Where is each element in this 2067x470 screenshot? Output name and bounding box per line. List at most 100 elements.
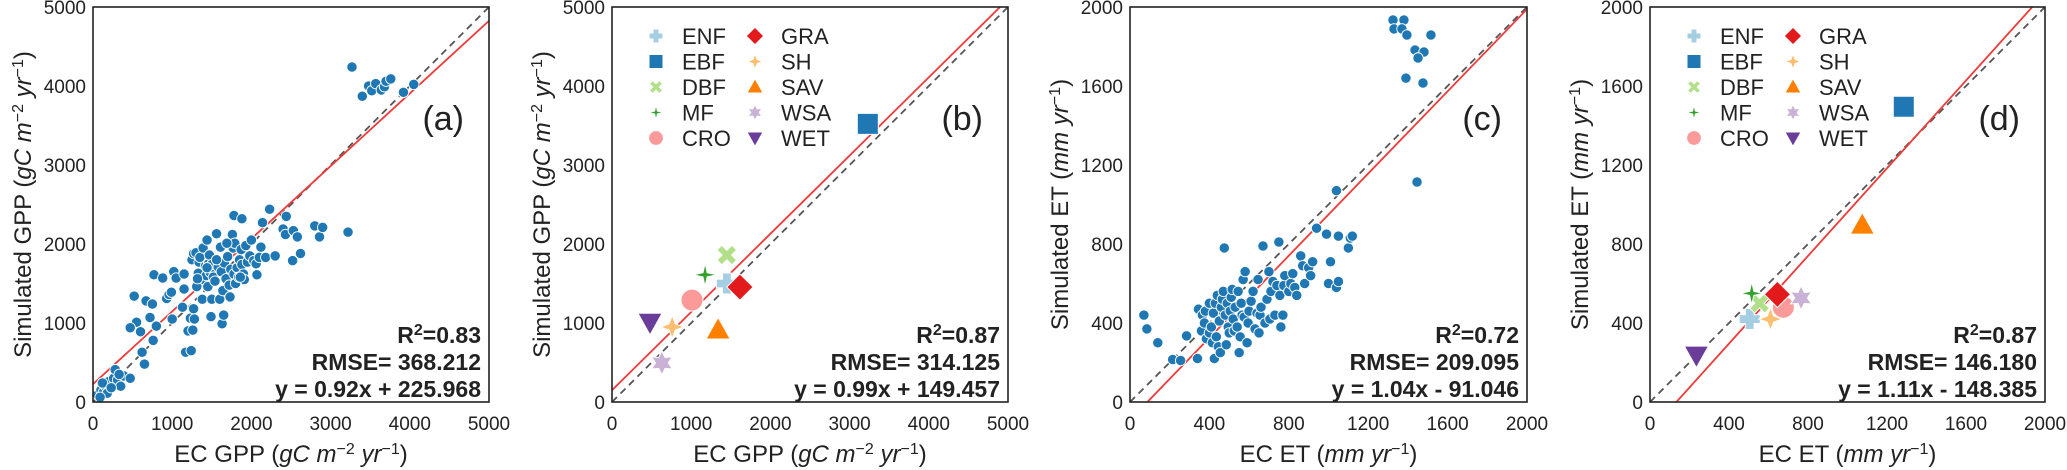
- data-point: [1332, 275, 1345, 288]
- legend-item-wet: WET: [1784, 126, 1868, 151]
- data-point: [205, 311, 217, 323]
- rmse-stat: RMSE= 314.125: [831, 349, 1001, 375]
- data-point-wsa: [650, 349, 674, 377]
- data-point: [210, 228, 223, 240]
- data-point-enf: [715, 272, 738, 295]
- y-tick-label: 1200: [1081, 156, 1123, 177]
- r2-stat: R2=0.87: [1953, 322, 2037, 349]
- data-point: [113, 368, 125, 380]
- data-point: [1401, 29, 1413, 41]
- legend-label: ENF: [1720, 24, 1764, 49]
- legend-marker-wet: [746, 131, 764, 148]
- legend-item-sh: SH: [745, 50, 812, 75]
- legend-item-dbf: DBF: [648, 75, 726, 100]
- legend-label: GRA: [781, 24, 829, 49]
- x-tick-label: 800: [1273, 414, 1305, 435]
- y-tick-label: 1600: [1601, 77, 1643, 98]
- plot-area: [1650, 7, 2045, 402]
- data-point: [1324, 256, 1337, 268]
- data-point-mf: [693, 263, 717, 287]
- legend-marker-enf: [1686, 28, 1702, 44]
- data-point: [124, 372, 136, 384]
- y-axis-label: Simulated GPP (gC m−2 yr−1): [529, 51, 557, 358]
- legend-marker-gra: [1783, 26, 1803, 46]
- data-point: [1241, 337, 1253, 349]
- x-tick-label: 1200: [1347, 414, 1389, 435]
- data-point: [1263, 265, 1275, 278]
- data-point-sh: [659, 313, 686, 340]
- panel-label: (c): [1462, 100, 1502, 138]
- data-point: [1295, 250, 1307, 262]
- data-point: [138, 358, 151, 370]
- data-point: [134, 326, 147, 338]
- data-point: [115, 380, 127, 392]
- r2-stat: R2=0.83: [397, 322, 481, 349]
- x-axis-label: EC GPP (gC m−2 yr−1): [693, 441, 926, 469]
- data-point: [128, 290, 140, 302]
- data-point: [1220, 339, 1232, 351]
- x-tick-label: 0: [88, 414, 99, 435]
- data-point: [397, 86, 410, 98]
- legend-item-wsa: WSA: [747, 101, 831, 126]
- x-tick-label: 2000: [230, 414, 272, 435]
- data-point: [124, 322, 136, 334]
- legend-item-gra: GRA: [1783, 24, 1867, 49]
- data-point-sh: [1757, 306, 1784, 333]
- legend-marker-enf: [648, 28, 664, 44]
- data-point: [209, 275, 221, 287]
- y-tick-label: 0: [75, 393, 86, 414]
- y-tick-label: 1000: [563, 314, 605, 335]
- data-point: [146, 298, 159, 310]
- data-point: [286, 254, 299, 267]
- data-point: [236, 213, 248, 225]
- x-tick-label: 1600: [1945, 414, 1987, 435]
- data-point: [224, 291, 236, 303]
- legend-label: MF: [1720, 101, 1752, 126]
- legend-marker-mf: [1686, 104, 1702, 121]
- legend-marker-ebf: [648, 54, 664, 69]
- legend-marker-sav: [746, 77, 764, 94]
- legend-label: SH: [781, 50, 812, 75]
- y-tick-label: 2000: [1081, 0, 1123, 19]
- legend-item-sav: SAV: [746, 75, 824, 100]
- y-tick-label: 800: [1611, 235, 1643, 256]
- panel-a: 0 1000 2000 3000 4000 5000 0 1000 2000 3000 4000 50…: [10, 0, 511, 468]
- y-tick-label: 1000: [44, 314, 86, 335]
- legend-marker-gra: [745, 26, 765, 46]
- data-point-dbf: [716, 244, 738, 266]
- legend-marker-dbf: [648, 79, 664, 95]
- data-point: [1252, 273, 1264, 286]
- data-point: [1306, 256, 1319, 268]
- panel-label: (b): [941, 100, 983, 138]
- y-tick-label: 1200: [1601, 156, 1643, 177]
- x-tick-label: 2000: [1506, 414, 1548, 435]
- one-to-one-line: [93, 7, 489, 402]
- data-point: [1232, 285, 1244, 298]
- legend-label: EBF: [1720, 50, 1763, 75]
- data-point: [147, 334, 159, 347]
- data-point: [157, 272, 169, 284]
- legend-label: DBF: [1720, 75, 1764, 100]
- data-point: [1320, 228, 1333, 240]
- x-tick-label: 1000: [670, 414, 712, 435]
- regression-line: [1675, 7, 2034, 402]
- panel-label: (d): [1978, 100, 2020, 138]
- data-point: [187, 303, 200, 315]
- data-point: [185, 344, 197, 357]
- x-tick-label: 400: [1713, 414, 1745, 435]
- data-point: [1400, 72, 1412, 84]
- x-tick-label: 2000: [2024, 414, 2066, 435]
- data-point: [385, 73, 397, 85]
- data-point: [1231, 321, 1243, 333]
- x-tick-label: 3000: [309, 414, 351, 435]
- data-point: [1235, 297, 1247, 309]
- legend-label: CRO: [1720, 126, 1769, 151]
- legend-item-enf: ENF: [1686, 24, 1764, 49]
- legend-marker-wsa: [747, 103, 763, 122]
- data-point: [150, 320, 163, 332]
- legend-label: WET: [781, 126, 830, 151]
- y-tick-label: 2000: [44, 235, 86, 256]
- data-point-ebf: [856, 112, 879, 135]
